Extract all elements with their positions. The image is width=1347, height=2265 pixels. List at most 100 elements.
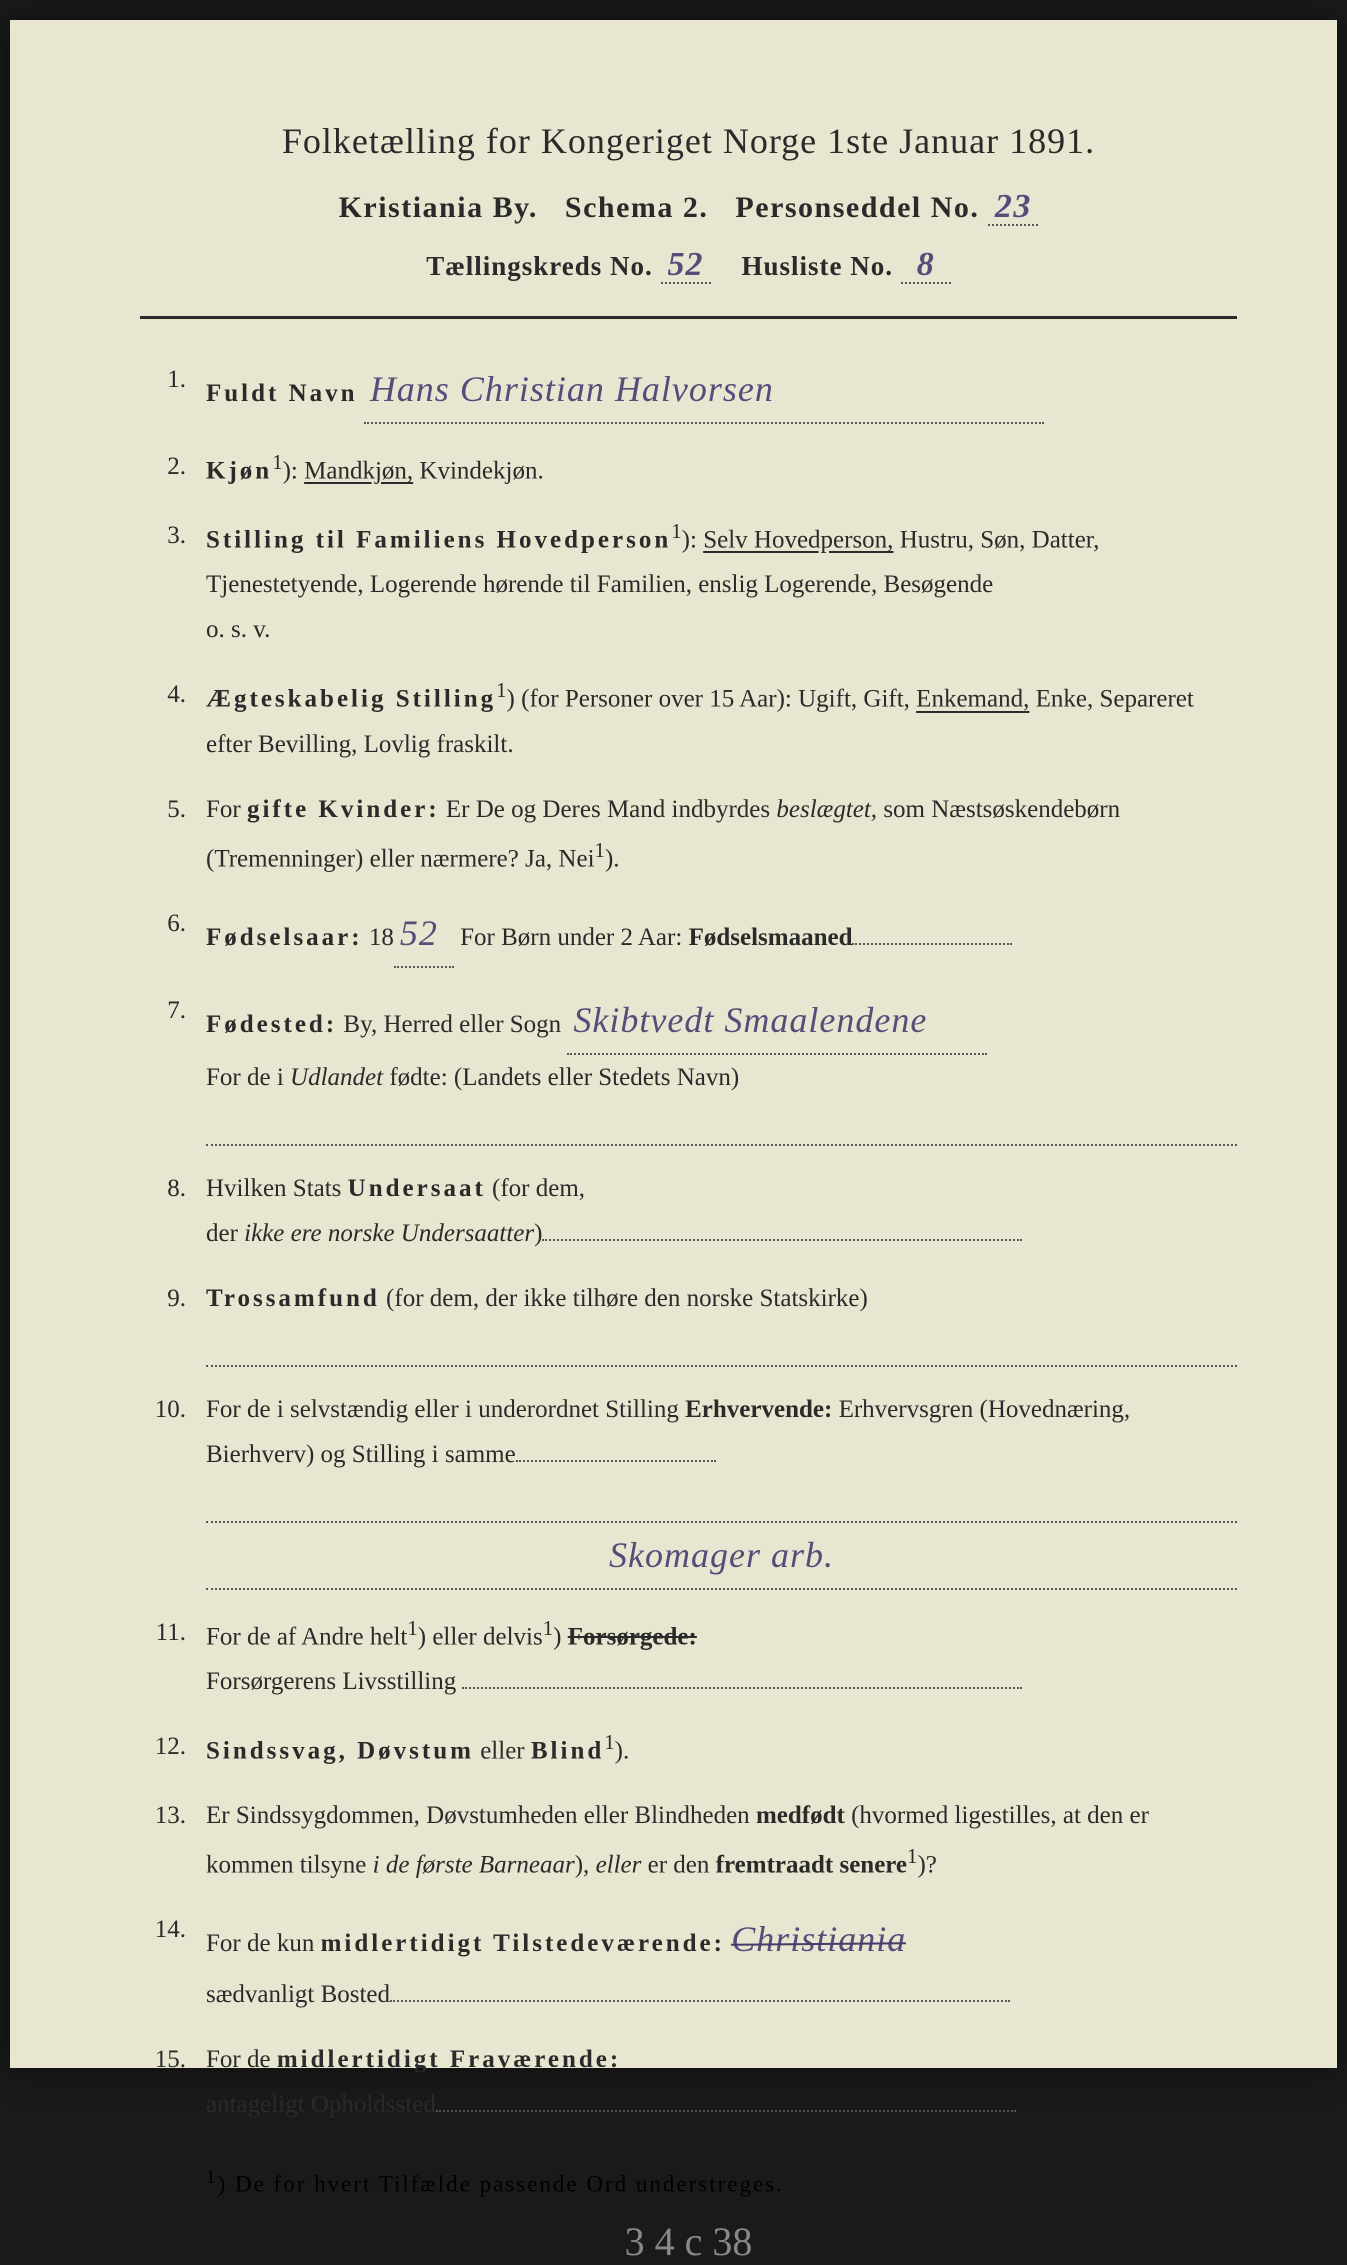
entry-num: 9. [150, 1276, 206, 1367]
t9: (for dem, der ikke tilhøre den norske St… [380, 1285, 868, 1312]
entry-1: 1. Fuldt Navn Hans Christian Halvorsen [150, 357, 1237, 424]
entry-content: Fuldt Navn Hans Christian Halvorsen [206, 357, 1237, 424]
beslaegtet: beslægtet, [776, 796, 877, 823]
fremtraadt: fremtraadt senere [716, 1851, 907, 1878]
fravaerende: midlertidigt Fraværende: [277, 2046, 621, 2073]
subtitle-row: Kristiania By. Schema 2. Personseddel No… [140, 190, 1237, 226]
label-aegte: Ægteskabelig Stilling [206, 686, 496, 713]
entry-15: 15. For de midlertidigt Fraværende: anta… [150, 2037, 1237, 2127]
form-header: Folketælling for Kongeriget Norge 1ste J… [140, 120, 1237, 284]
sup: 1 [671, 519, 681, 543]
entry-content: Hvilken Stats Undersaat (for dem, der ik… [206, 1166, 1237, 1256]
entry-12: 12. Sindssvag, Døvstum eller Blind1). [150, 1724, 1237, 1773]
t11c: ) [553, 1623, 568, 1650]
city: Kristiania By. [339, 191, 538, 224]
entry-num: 5. [150, 787, 206, 881]
opholdssted-label: antageligt Opholdssted [206, 2091, 436, 2118]
label-trossamfund: Trossamfund [206, 1285, 380, 1312]
schema: Schema 2. [565, 191, 709, 224]
blank-line [436, 2085, 1016, 2113]
forsorgerens: Forsørgerens Livsstilling [206, 1668, 456, 1695]
entry-num: 7. [150, 988, 206, 1146]
entry-content: Fødselsaar: 1852 For Børn under 2 Aar: F… [206, 901, 1237, 968]
label-fuldt-navn: Fuldt Navn [206, 380, 358, 407]
fodselsmaaned: Fødselsmaaned [689, 924, 853, 951]
sup: 1 [543, 1616, 553, 1640]
t15a: For de [206, 2046, 277, 2073]
t10a: For de i selvstændig eller i underordnet… [206, 1396, 685, 1423]
husliste-label: Husliste No. [742, 251, 894, 281]
entry-num: 4. [150, 672, 206, 766]
entry-num: 8. [150, 1166, 206, 1256]
forsorgede-struck: Forsørgede: [568, 1623, 697, 1650]
label-kjon: Kjøn [206, 457, 272, 484]
blank-line [206, 1327, 1237, 1367]
entry-num: 3. [150, 513, 206, 652]
t8c: der [206, 1220, 244, 1247]
sup: 1 [272, 450, 282, 474]
hw-name: Hans Christian Halvorsen [370, 369, 774, 409]
blank-line [390, 1975, 1010, 2003]
hw-fodested: Skibtvedt Smaalendene [573, 1000, 927, 1040]
t13end: )? [917, 1851, 936, 1878]
hw-christiania: Christiania [731, 1919, 906, 1959]
blank-line [462, 1661, 1022, 1689]
bosted-label: sædvanligt Bosted [206, 1981, 390, 2008]
t13a: Er Sindssygdommen, Døvstumheden eller Bl… [206, 1802, 756, 1829]
census-form-page: Folketælling for Kongeriget Norge 1ste J… [10, 20, 1337, 2068]
label-fodselsaar: Fødselsaar: [206, 924, 363, 951]
entry-content: Ægteskabelig Stilling1) (for Personer ov… [206, 672, 1237, 766]
main-title: Folketælling for Kongeriget Norge 1ste J… [140, 120, 1237, 162]
hw-erhverv: Skomager arb. [609, 1535, 834, 1575]
personseddel-no: 23 [988, 190, 1038, 226]
label-fodested: Fødested: [206, 1011, 337, 1038]
entry-content: For de af Andre helt1) eller delvis1) Fo… [206, 1610, 1237, 1704]
blind: Blind [531, 1737, 604, 1764]
t6b: For Børn under 2 Aar: [454, 924, 689, 951]
blank-line [542, 1213, 1022, 1241]
t8a: Hvilken Stats [206, 1175, 348, 1202]
gifte-kvinder: gifte Kvinder: [247, 796, 440, 823]
ikke-norske: ikke ere norske Undersaatter [244, 1220, 534, 1247]
blank-line [206, 1106, 1237, 1146]
t4a: (for Personer over 15 Aar): Ugift, Gift, [515, 686, 916, 713]
hw-year: 52 [400, 913, 438, 953]
undersaat: Undersaat [348, 1175, 486, 1202]
erhvervende: Erhvervende: [685, 1396, 832, 1423]
sup: 1 [595, 838, 605, 862]
entry-num: 6. [150, 901, 206, 968]
entry-6: 6. Fødselsaar: 1852 For Børn under 2 Aar… [150, 901, 1237, 968]
udlandet: Udlandet [290, 1064, 383, 1091]
entry-5: 5. For gifte Kvinder: Er De og Deres Man… [150, 787, 1237, 881]
medfodt: medfødt [756, 1802, 845, 1829]
pencil-note: 3 4 c 38 [140, 2218, 1237, 2265]
t7b: For de i [206, 1064, 290, 1091]
entry-num: 2. [150, 444, 206, 493]
entry-num: 15. [150, 2037, 206, 2127]
entry-num: 13. [150, 1793, 206, 1887]
eller-ital: eller [596, 1851, 642, 1878]
kreds-no: 52 [661, 248, 711, 284]
t11b: ) eller delvis [418, 1623, 543, 1650]
entry-content: For de kun midlertidigt Tilstedeværende:… [206, 1907, 1237, 2017]
entry-8: 8. Hvilken Stats Undersaat (for dem, der… [150, 1166, 1237, 1256]
entry-10: 10. For de i selvstændig eller i underor… [150, 1387, 1237, 1590]
subsub-row: Tællingskreds No. 52 Husliste No. 8 [140, 248, 1237, 284]
sindssvag: Sindssvag, Døvstum [206, 1737, 474, 1764]
entry-num: 12. [150, 1724, 206, 1773]
divider [140, 316, 1237, 319]
t13c: ), [575, 1851, 596, 1878]
sup: 1 [407, 1616, 417, 1640]
entry-content: Fødested: By, Herred eller Sogn Skibtved… [206, 988, 1237, 1146]
t5end: ). [605, 845, 620, 872]
t8d: ) [534, 1220, 542, 1247]
entries-list: 1. Fuldt Navn Hans Christian Halvorsen 2… [140, 357, 1237, 2127]
footnote: 1) De for hvert Tilfælde passende Ord un… [140, 2167, 1237, 2198]
barneaar: i de første Barneaar [373, 1851, 575, 1878]
sup: 1 [604, 1730, 614, 1754]
eller: eller [474, 1737, 531, 1764]
sup: 1 [907, 1844, 917, 1868]
t8b: (for dem, [486, 1175, 585, 1202]
entry-2: 2. Kjøn1): Mandkjøn, Kvindekjøn. [150, 444, 1237, 493]
sup: 1 [206, 2167, 218, 2188]
